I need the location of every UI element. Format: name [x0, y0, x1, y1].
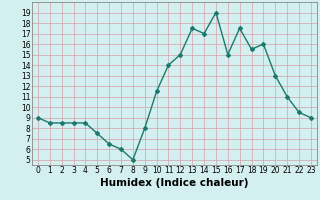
X-axis label: Humidex (Indice chaleur): Humidex (Indice chaleur): [100, 178, 249, 188]
